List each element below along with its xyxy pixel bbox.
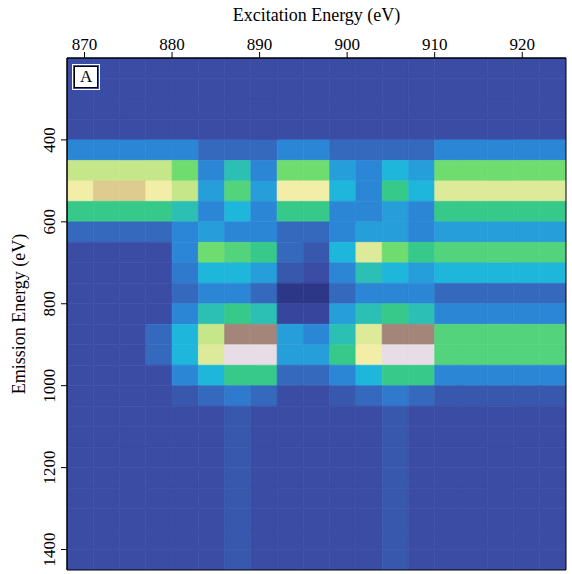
svg-text:Excitation Energy (eV): Excitation Energy (eV) bbox=[233, 5, 401, 26]
svg-text:Emission Energy (eV): Emission Energy (eV) bbox=[9, 234, 30, 395]
svg-text:920: 920 bbox=[509, 35, 535, 54]
svg-text:1200: 1200 bbox=[40, 451, 59, 485]
svg-text:910: 910 bbox=[422, 35, 448, 54]
svg-text:880: 880 bbox=[159, 35, 185, 54]
svg-text:400: 400 bbox=[40, 127, 59, 153]
svg-text:600: 600 bbox=[40, 209, 59, 235]
svg-text:1000: 1000 bbox=[40, 369, 59, 403]
svg-text:1400: 1400 bbox=[40, 533, 59, 567]
svg-text:900: 900 bbox=[334, 35, 360, 54]
svg-text:890: 890 bbox=[247, 35, 273, 54]
html-text:A: A bbox=[80, 67, 93, 86]
svg-text:870: 870 bbox=[72, 35, 98, 54]
svg-text:800: 800 bbox=[40, 291, 59, 317]
